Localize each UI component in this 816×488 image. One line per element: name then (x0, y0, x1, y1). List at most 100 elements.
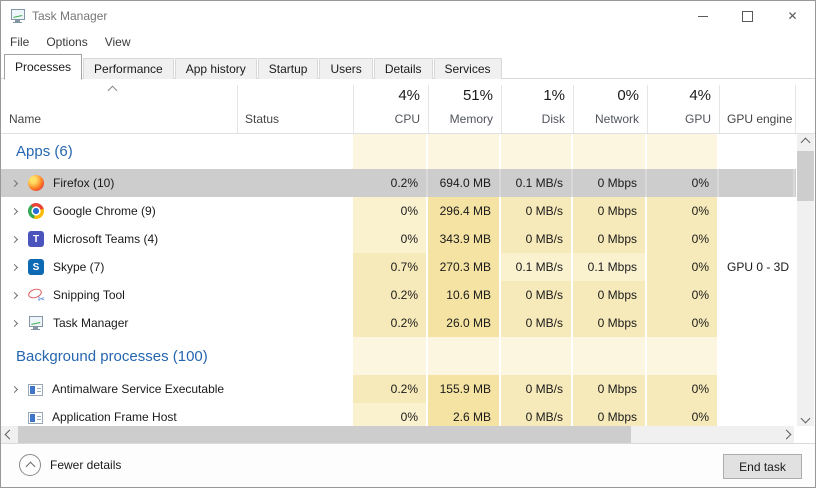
close-button[interactable]: ✕ (770, 1, 815, 31)
chevron-right-icon (781, 429, 791, 440)
firefox-icon (28, 175, 44, 191)
process-list: Apps (6) Firefox (10) 0.2% 694.0 MB 0.1 MB/s… (1, 134, 796, 426)
process-name-area: Antimalware Service Executable (1, 375, 353, 403)
column-divider[interactable] (428, 85, 429, 133)
tab-startup[interactable]: Startup (257, 58, 319, 79)
process-icon (28, 412, 43, 424)
column-gpu[interactable]: GPU (684, 112, 711, 126)
column-divider[interactable] (237, 85, 238, 133)
column-divider[interactable] (353, 85, 354, 133)
horizontal-scrollbar-thumb[interactable] (18, 426, 631, 443)
process-name: Task Manager (53, 316, 129, 330)
gpu-cell: 0% (647, 253, 719, 281)
process-name-area: Task Manager (1, 309, 353, 337)
column-divider[interactable] (795, 85, 796, 133)
fewer-details-label: Fewer details (50, 458, 122, 472)
column-name[interactable]: Name (9, 112, 42, 126)
group-row[interactable]: Background processes (100) (1, 337, 796, 375)
process-row[interactable]: Google Chrome (9) 0% 296.4 MB 0 MB/s 0 Mbps 0… (1, 197, 796, 225)
tab-processes[interactable]: Processes (4, 54, 83, 80)
title-bar: Task Manager ✕ (1, 1, 815, 31)
process-row[interactable]: T Microsoft Teams (4) 0% 343.9 MB 0 MB/s 0 Mb… (1, 225, 796, 253)
process-name-area: Firefox (10) (1, 169, 353, 197)
end-task-button[interactable]: End task (723, 454, 802, 479)
window-title: Task Manager (32, 9, 108, 23)
column-cpu[interactable]: CPU (394, 112, 420, 126)
column-divider[interactable] (647, 85, 648, 133)
process-row[interactable]: ✂ Snipping Tool 0.2% 10.6 MB 0 MB/s 0 Mbps 0% (1, 281, 796, 309)
column-disk[interactable]: Disk (541, 112, 565, 126)
process-row[interactable]: Application Frame Host 0% 2.6 MB 0 MB/s 0 Mb… (1, 403, 796, 426)
column-divider[interactable] (501, 85, 502, 133)
tab-services[interactable]: Services (433, 58, 502, 79)
network-cell: 0 Mbps (573, 197, 647, 225)
tab-performance[interactable]: Performance (83, 58, 174, 79)
cpu-cell: 0% (353, 197, 428, 225)
process-row[interactable]: Firefox (10) 0.2% 694.0 MB 0.1 MB/s 0 Mbps 0% (1, 169, 796, 197)
tab-users[interactable]: Users (319, 58, 373, 79)
maximize-button[interactable] (725, 1, 770, 31)
cpu-cell: 0% (353, 403, 428, 426)
fewer-details-button[interactable]: Fewer details (19, 454, 121, 476)
expand-chevron-icon[interactable] (7, 385, 21, 393)
disk-cell (501, 134, 573, 169)
minimize-icon (697, 15, 708, 17)
cpu-cell (353, 134, 428, 169)
column-status[interactable]: Status (245, 112, 280, 126)
column-memory[interactable]: Memory (449, 112, 493, 126)
scroll-left-button[interactable] (1, 426, 17, 443)
cpu-cell: 0.2% (353, 169, 428, 197)
column-divider[interactable] (573, 85, 574, 133)
chevron-up-icon (800, 137, 811, 147)
expand-chevron-icon[interactable] (7, 235, 21, 243)
process-icon (28, 384, 43, 396)
scroll-up-button[interactable] (797, 134, 814, 150)
expand-chevron-icon[interactable] (7, 179, 21, 187)
minimize-button[interactable] (680, 1, 725, 31)
vertical-scrollbar-thumb[interactable] (797, 151, 814, 201)
network-cell: 0 Mbps (573, 309, 647, 337)
skype-icon: S (28, 259, 44, 275)
column-gpu-engine[interactable]: GPU engine (727, 112, 793, 126)
network-cell (573, 134, 647, 169)
gpu-engine-cell (719, 403, 795, 426)
group-row[interactable]: Apps (6) (1, 134, 796, 169)
disk-cell: 0 MB/s (501, 375, 573, 403)
tab-app-history[interactable]: App history (174, 58, 257, 79)
expand-chevron-icon[interactable] (7, 291, 21, 299)
gpu-engine-cell (719, 225, 795, 253)
gpu-cell: 0% (647, 309, 719, 337)
expand-chevron-icon[interactable] (7, 263, 21, 271)
sort-ascending-icon[interactable] (107, 85, 118, 96)
column-network[interactable]: Network (594, 112, 639, 126)
process-row[interactable]: Antimalware Service Executable 0.2% 155.9 … (1, 375, 796, 403)
chrome-icon (28, 203, 44, 219)
disk-cell: 0 MB/s (501, 225, 573, 253)
memory-cell (428, 337, 501, 375)
gpu-cell: 0% (647, 281, 719, 309)
menu-view[interactable]: View (104, 34, 131, 49)
task-manager-icon (28, 315, 44, 331)
gpu-engine-cell (719, 337, 795, 375)
gpu-cell: 0% (647, 375, 719, 403)
snipping-tool-icon: ✂ (26, 287, 45, 304)
menu-file[interactable]: File (10, 34, 30, 49)
process-row[interactable]: S Skype (7) 0.7% 270.3 MB 0.1 MB/s 0.1 Mbps 0%… (1, 253, 796, 281)
expand-chevron-icon[interactable] (7, 207, 21, 215)
process-row[interactable]: Task Manager 0.2% 26.0 MB 0 MB/s 0 Mbps 0% (1, 309, 796, 337)
process-name: Antimalware Service Executable (52, 382, 225, 396)
chevron-down-icon (800, 413, 811, 423)
tab-details[interactable]: Details (373, 58, 433, 79)
teams-icon: T (28, 231, 44, 247)
vertical-scrollbar[interactable] (797, 134, 814, 426)
expand-chevron-icon[interactable] (7, 319, 21, 327)
gpu-cell: 0% (647, 403, 719, 426)
scroll-right-button[interactable] (778, 426, 794, 443)
maximize-icon (742, 10, 753, 22)
column-divider[interactable] (719, 85, 720, 133)
scroll-down-button[interactable] (797, 410, 814, 426)
process-name-area: Google Chrome (9) (1, 197, 353, 225)
memory-cell: 2.6 MB (428, 403, 501, 426)
menu-options[interactable]: Options (46, 34, 88, 49)
horizontal-scrollbar[interactable] (1, 426, 794, 443)
